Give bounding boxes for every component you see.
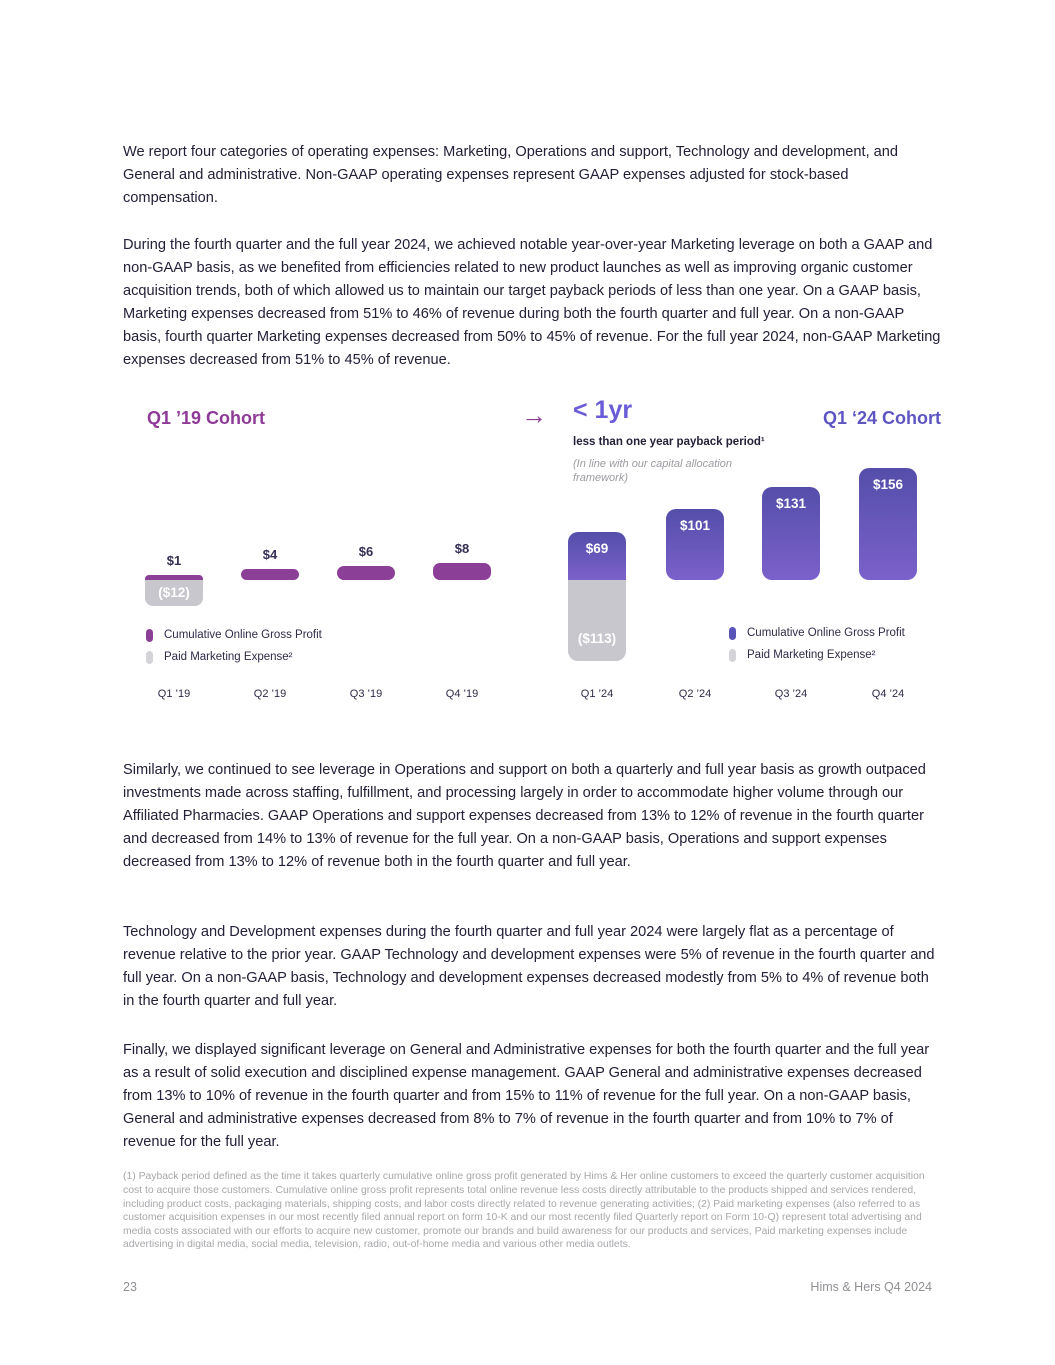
page-number: 23 bbox=[123, 1280, 137, 1294]
bar-value-label: $6 bbox=[358, 544, 374, 559]
bar-value-label: $131 bbox=[775, 496, 807, 511]
bar-value-label: $101 bbox=[679, 518, 711, 533]
x-axis-label: Q2 ’24 bbox=[678, 688, 712, 700]
bar-value-label: $8 bbox=[454, 541, 470, 556]
legend-item-paid-marketing: Paid Marketing Expense² bbox=[146, 646, 322, 668]
legend-label: Cumulative Online Gross Profit bbox=[747, 627, 905, 639]
bar-value-label: $156 bbox=[872, 477, 904, 492]
bar-paid-1 bbox=[145, 580, 203, 606]
legend-q1-24: Cumulative Online Gross Profit Paid Mark… bbox=[729, 622, 905, 666]
bar-gross-1 bbox=[145, 575, 203, 580]
bar-gross-1 bbox=[568, 532, 626, 580]
chart-title-q1-24-cohort: Q1 ‘24 Cohort bbox=[822, 408, 941, 428]
legend-q1-19: Cumulative Online Gross Profit Paid Mark… bbox=[146, 624, 322, 668]
paragraph-marketing-leverage: During the fourth quarter and the full y… bbox=[123, 236, 941, 368]
chart-highlight-lt-1yr: < 1yr bbox=[573, 396, 633, 424]
x-axis-label: Q3 ’19 bbox=[349, 688, 383, 700]
bar-paid-1 bbox=[568, 580, 626, 661]
paragraph-technology-development: Technology and Development expenses duri… bbox=[123, 923, 935, 1009]
paragraph-operations-support: Similarly, we continued to see leverage … bbox=[123, 761, 926, 870]
x-axis-label: Q1 ’19 bbox=[157, 688, 191, 700]
footer-report-label: Hims & Hers Q4 2024 bbox=[810, 1280, 932, 1294]
footnote: (1) Payback period defined as the time i… bbox=[123, 1171, 925, 1251]
gross-profit-swatch-icon bbox=[729, 626, 736, 640]
right-arrow-icon: → bbox=[521, 400, 547, 430]
q1-19-cohort-plot: $1 ($12) Q1 ’19 $4 Q2 ’19 $6 Q3 ’19 $8 Q4 ’19 bbox=[123, 400, 943, 722]
x-axis-label: Q2 ’19 bbox=[253, 688, 287, 700]
paid-marketing-swatch-icon bbox=[146, 650, 153, 664]
x-axis-label: Q4 ’19 bbox=[445, 688, 479, 700]
legend-label: Paid Marketing Expense² bbox=[747, 649, 876, 661]
bar-gross-3 bbox=[337, 566, 395, 580]
legend-label: Paid Marketing Expense² bbox=[164, 651, 293, 663]
paragraph-operating-expenses: We report four categories of operating e… bbox=[123, 143, 899, 206]
x-axis-label: Q1 ’24 bbox=[580, 688, 614, 700]
chart-highlight-subtitle: less than one year payback period¹ bbox=[573, 436, 765, 448]
x-axis-label: Q4 ’24 bbox=[871, 688, 905, 700]
q1-24-cohort-plot: $69 ($113) Q1 ’24 $101 Q2 ’24 $131 Q3 ’24 $156 Q… bbox=[123, 400, 943, 722]
bar-gross-2 bbox=[666, 509, 724, 580]
paid-marketing-swatch-icon bbox=[729, 648, 736, 662]
bar-value-label: $69 bbox=[585, 541, 609, 556]
gross-profit-swatch-icon bbox=[146, 628, 153, 642]
chart-title-q1-19-cohort: Q1 ’19 Cohort bbox=[147, 408, 266, 428]
bar-gross-4 bbox=[859, 468, 917, 580]
legend-label: Cumulative Online Gross Profit bbox=[164, 629, 322, 641]
bar-gross-4 bbox=[433, 563, 491, 580]
legend-item-gross-profit: Cumulative Online Gross Profit bbox=[729, 622, 905, 644]
legend-item-gross-profit: Cumulative Online Gross Profit bbox=[146, 624, 322, 646]
payback-cohort-chart: Q1 ’19 Cohort → < 1yr less than one year… bbox=[123, 396, 943, 722]
bar-paid-label: ($113) bbox=[577, 631, 617, 646]
bar-value-label: $1 bbox=[166, 553, 182, 568]
bar-gross-3 bbox=[762, 487, 820, 580]
paragraph-general-administrative: Finally, we displayed significant levera… bbox=[123, 1041, 930, 1150]
bar-gross-2 bbox=[241, 569, 299, 580]
legend-item-paid-marketing: Paid Marketing Expense² bbox=[729, 644, 905, 666]
x-axis-label: Q3 ’24 bbox=[774, 688, 808, 700]
chart-highlight-note: (In line with our capital allocation fra… bbox=[573, 458, 732, 484]
bar-paid-label: ($12) bbox=[158, 585, 190, 600]
bar-value-label: $4 bbox=[262, 547, 278, 562]
